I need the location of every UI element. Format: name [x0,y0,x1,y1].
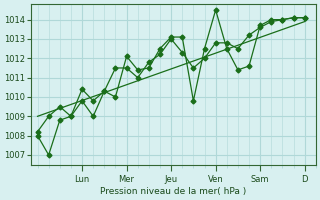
X-axis label: Pression niveau de la mer( hPa ): Pression niveau de la mer( hPa ) [100,187,246,196]
